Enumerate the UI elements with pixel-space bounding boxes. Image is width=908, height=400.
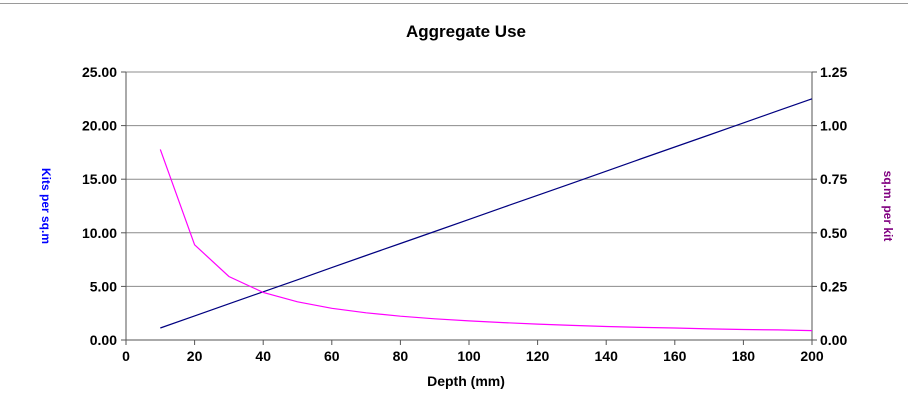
x-tick-label: 60 xyxy=(324,348,340,364)
x-axis-label: Depth (mm) xyxy=(427,373,505,389)
chart-title: Aggregate Use xyxy=(406,22,526,41)
y-axis-label-right: sq.m. per kit xyxy=(881,171,895,242)
x-tick-label: 0 xyxy=(122,348,130,364)
x-tick-label: 100 xyxy=(457,348,481,364)
y-tick-label-left: 10.00 xyxy=(82,225,117,241)
y-tick-label-right: 0.25 xyxy=(820,278,847,294)
y-tick-label-right: 1.25 xyxy=(820,64,847,80)
y-tick-label-left: 5.00 xyxy=(90,278,117,294)
x-tick-label: 160 xyxy=(663,348,687,364)
x-tick-label: 180 xyxy=(732,348,756,364)
y-tick-label-right: 0.00 xyxy=(820,332,847,348)
y-tick-label-right: 1.00 xyxy=(820,118,847,134)
x-tick-label: 200 xyxy=(800,348,824,364)
y-tick-label-right: 0.50 xyxy=(820,225,847,241)
y-tick-label-right: 0.75 xyxy=(820,171,847,187)
top-border xyxy=(0,3,908,4)
series-line-kits-per-sqm xyxy=(160,98,813,329)
y-axis-label-left: Kits per sq.m xyxy=(39,168,53,244)
axes xyxy=(121,71,817,345)
series-group xyxy=(159,98,813,332)
y-tick-label-left: 15.00 xyxy=(82,171,117,187)
y-tick-label-left: 20.00 xyxy=(82,118,117,134)
x-tick-label: 140 xyxy=(595,348,619,364)
x-tick-label: 20 xyxy=(187,348,203,364)
x-tick-label: 40 xyxy=(255,348,271,364)
y-tick-label-left: 0.00 xyxy=(90,332,117,348)
y-tick-label-left: 25.00 xyxy=(82,64,117,80)
x-tick-label: 120 xyxy=(526,348,550,364)
x-tick-label: 80 xyxy=(393,348,409,364)
gridlines xyxy=(126,71,812,341)
series-line-sqm-per-kit xyxy=(159,149,813,332)
tick-labels: 0.00 5.00 10.00 15.00 20.00 25.00 0.00 0.25 0.50… xyxy=(82,64,848,364)
